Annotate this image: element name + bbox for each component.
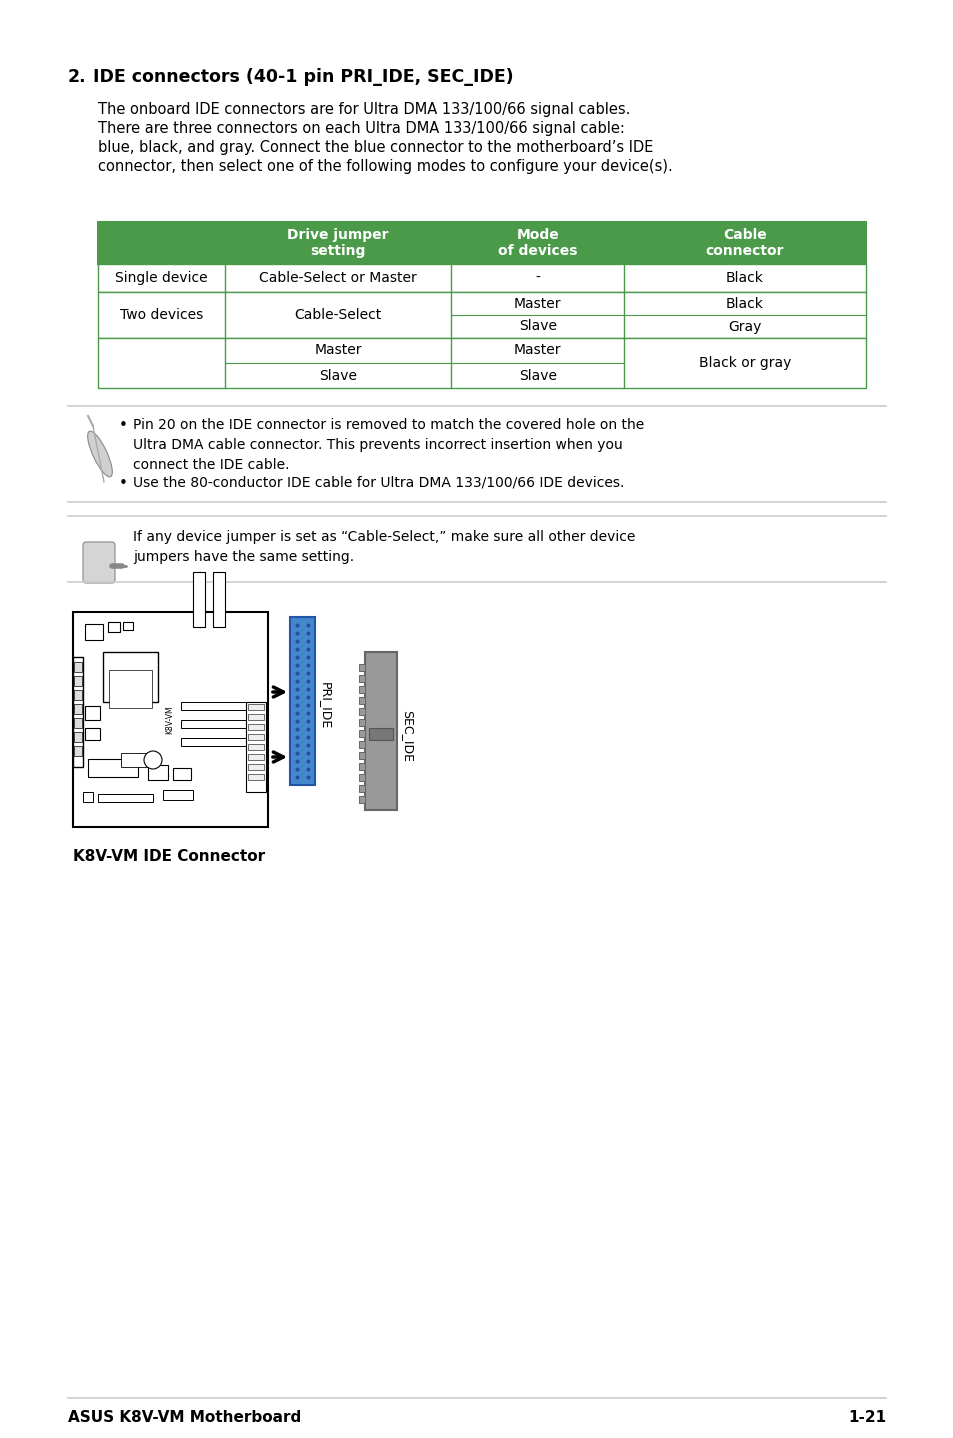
Bar bbox=[73, 613, 268, 827]
Bar bbox=[109, 670, 152, 707]
Bar bbox=[181, 702, 255, 710]
Bar bbox=[98, 292, 865, 338]
Bar bbox=[290, 617, 314, 785]
Bar bbox=[74, 690, 82, 700]
Text: PRI_IDE: PRI_IDE bbox=[318, 683, 332, 729]
Bar bbox=[358, 719, 365, 726]
Bar bbox=[121, 754, 149, 766]
Text: •: • bbox=[119, 418, 128, 433]
Bar bbox=[248, 754, 264, 761]
Text: Cable-Select: Cable-Select bbox=[294, 308, 381, 322]
Bar bbox=[98, 338, 865, 388]
Bar bbox=[193, 572, 205, 627]
Bar bbox=[246, 702, 266, 792]
Bar bbox=[74, 661, 82, 672]
Bar bbox=[358, 752, 365, 759]
Ellipse shape bbox=[88, 431, 112, 477]
Bar bbox=[74, 705, 82, 715]
Text: Two devices: Two devices bbox=[120, 308, 203, 322]
Bar bbox=[85, 624, 103, 640]
Text: Gray: Gray bbox=[727, 319, 760, 334]
Bar bbox=[358, 741, 365, 748]
Bar bbox=[248, 705, 264, 710]
Bar bbox=[358, 707, 365, 715]
Text: Black: Black bbox=[725, 270, 763, 285]
Bar bbox=[98, 794, 152, 802]
Text: Drive jumper
setting: Drive jumper setting bbox=[287, 227, 388, 257]
Text: Cable
connector: Cable connector bbox=[705, 227, 783, 257]
Text: Master: Master bbox=[514, 344, 561, 358]
Bar bbox=[365, 651, 396, 810]
Circle shape bbox=[144, 751, 162, 769]
FancyBboxPatch shape bbox=[83, 542, 115, 582]
Text: Black or gray: Black or gray bbox=[699, 357, 790, 370]
Bar bbox=[213, 572, 225, 627]
Bar bbox=[358, 664, 365, 672]
Text: Master: Master bbox=[514, 296, 561, 311]
Bar bbox=[358, 797, 365, 802]
Bar bbox=[98, 221, 865, 265]
Bar bbox=[358, 774, 365, 781]
Bar bbox=[248, 715, 264, 720]
Bar bbox=[74, 718, 82, 728]
Bar bbox=[74, 732, 82, 742]
Text: Slave: Slave bbox=[318, 368, 356, 383]
Text: Master: Master bbox=[314, 344, 361, 358]
Bar bbox=[181, 720, 255, 728]
Text: Slave: Slave bbox=[518, 319, 557, 334]
Text: connector, then select one of the following modes to configure your device(s).: connector, then select one of the follow… bbox=[98, 160, 672, 174]
Text: 1-21: 1-21 bbox=[847, 1411, 885, 1425]
Bar bbox=[358, 697, 365, 705]
Text: •: • bbox=[119, 476, 128, 490]
Text: Slave: Slave bbox=[518, 368, 557, 383]
Bar bbox=[358, 785, 365, 792]
Bar bbox=[85, 728, 100, 741]
Bar bbox=[248, 733, 264, 741]
Text: Cable-Select or Master: Cable-Select or Master bbox=[259, 270, 416, 285]
Bar bbox=[172, 768, 191, 779]
Bar bbox=[83, 792, 92, 802]
Text: blue, black, and gray. Connect the blue connector to the motherboard’s IDE: blue, black, and gray. Connect the blue … bbox=[98, 139, 653, 155]
Text: ASUS K8V-VM Motherboard: ASUS K8V-VM Motherboard bbox=[68, 1411, 301, 1425]
Bar bbox=[181, 738, 255, 746]
Bar bbox=[98, 265, 865, 292]
Text: -: - bbox=[535, 270, 539, 285]
Bar bbox=[248, 723, 264, 731]
Bar bbox=[369, 728, 393, 741]
Text: Single device: Single device bbox=[115, 270, 208, 285]
Bar bbox=[108, 623, 120, 631]
Text: SEC_IDE: SEC_IDE bbox=[400, 710, 414, 762]
Text: Use the 80-conductor IDE cable for Ultra DMA 133/100/66 IDE devices.: Use the 80-conductor IDE cable for Ultra… bbox=[132, 476, 623, 490]
Bar bbox=[148, 765, 168, 779]
Text: The onboard IDE connectors are for Ultra DMA 133/100/66 signal cables.: The onboard IDE connectors are for Ultra… bbox=[98, 102, 630, 116]
Text: If any device jumper is set as “Cable-Select,” make sure all other device
jumper: If any device jumper is set as “Cable-Se… bbox=[132, 531, 635, 564]
Bar bbox=[74, 676, 82, 686]
Bar bbox=[358, 764, 365, 769]
Bar bbox=[358, 686, 365, 693]
Bar bbox=[358, 674, 365, 682]
Bar bbox=[248, 743, 264, 751]
Text: IDE connectors (40-1 pin PRI_IDE, SEC_IDE): IDE connectors (40-1 pin PRI_IDE, SEC_ID… bbox=[92, 68, 513, 86]
Text: Mode
of devices: Mode of devices bbox=[497, 227, 577, 257]
Bar bbox=[85, 706, 100, 720]
Text: Pin 20 on the IDE connector is removed to match the covered hole on the
Ultra DM: Pin 20 on the IDE connector is removed t… bbox=[132, 418, 643, 472]
Bar bbox=[103, 651, 158, 702]
Bar bbox=[248, 764, 264, 769]
Bar bbox=[248, 774, 264, 779]
Text: There are three connectors on each Ultra DMA 133/100/66 signal cable:: There are three connectors on each Ultra… bbox=[98, 121, 624, 137]
Bar bbox=[358, 731, 365, 738]
Text: K8V-VM IDE Connector: K8V-VM IDE Connector bbox=[73, 848, 265, 864]
Text: K8V-VM: K8V-VM bbox=[165, 706, 174, 735]
Text: 2.: 2. bbox=[68, 68, 87, 86]
Bar bbox=[163, 789, 193, 800]
Bar bbox=[73, 657, 83, 766]
Text: Asus: Asus bbox=[123, 755, 147, 765]
Bar bbox=[88, 759, 138, 777]
Bar bbox=[74, 746, 82, 756]
Bar bbox=[123, 623, 132, 630]
Text: Black: Black bbox=[725, 296, 763, 311]
